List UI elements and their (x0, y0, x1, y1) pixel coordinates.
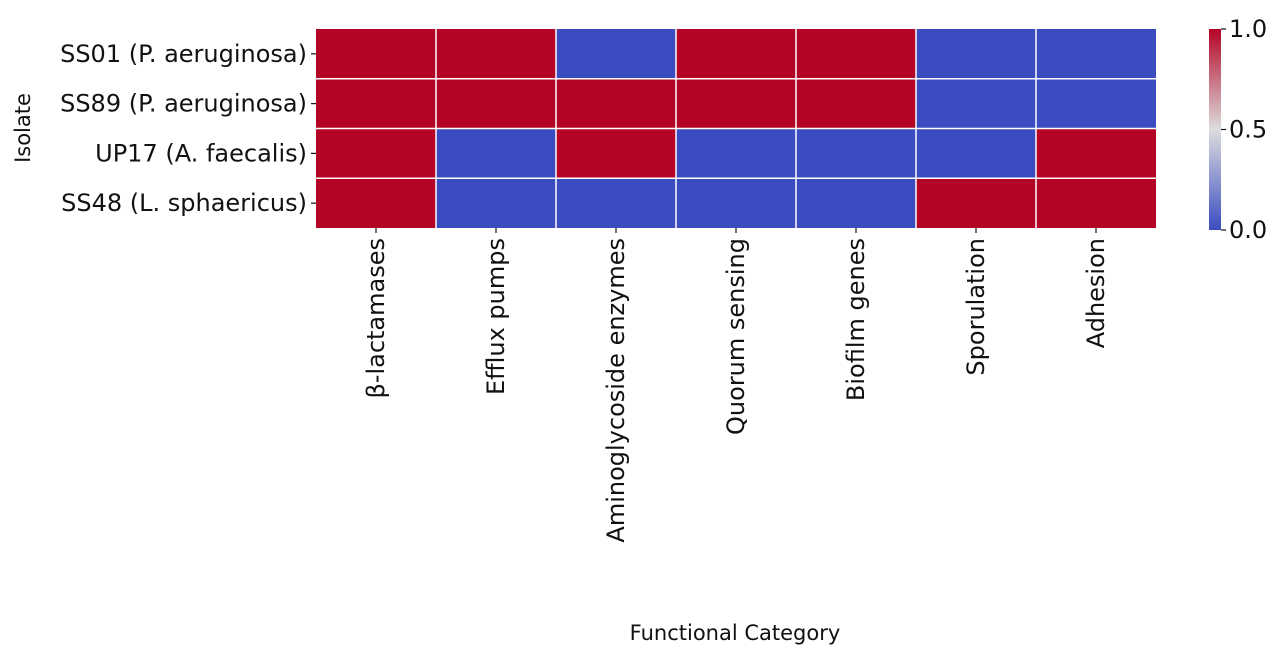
row-label: SS89 (P. aeruginosa) (60, 90, 307, 118)
row-label: SS48 (L. sphaericus) (61, 189, 307, 217)
heatmap-cell (556, 128, 676, 179)
heatmap-cell (316, 178, 436, 228)
heatmap-cell (556, 78, 676, 129)
heatmap-cell (316, 128, 436, 179)
colorbar (1209, 29, 1221, 230)
heatmap-cell (1036, 78, 1156, 129)
heatmap-cell (316, 78, 436, 129)
heatmap-cell (916, 128, 1036, 179)
heatmap-cell (436, 78, 556, 129)
column-label: Sporulation (962, 238, 990, 376)
column-labels: β-lactamases Efflux pumps Aminoglycoside e… (362, 228, 1110, 543)
heatmap-cells (316, 29, 1156, 228)
column-label: Efflux pumps (482, 238, 510, 395)
heatmap-gridlines (316, 29, 1156, 228)
heatmap-cell (796, 128, 916, 179)
row-label: SS01 (P. aeruginosa) (60, 40, 307, 68)
heatmap-cell (316, 29, 436, 79)
heatmap-cell (436, 128, 556, 179)
column-label: Biofilm genes (842, 238, 870, 401)
colorbar-tick-label: 0.0 (1229, 216, 1267, 244)
heatmap-cell (796, 78, 916, 129)
row-label: UP17 (A. faecalis) (95, 139, 307, 167)
heatmap-cell (556, 178, 676, 228)
row-labels: SS01 (P. aeruginosa) SS89 (P. aeruginosa)… (60, 40, 316, 217)
heatmap-cell (676, 178, 796, 228)
heatmap-cell (436, 29, 556, 79)
colorbar-tick-label: 0.5 (1229, 116, 1267, 144)
x-axis-title: Functional Category (630, 621, 841, 645)
heatmap-cell (676, 128, 796, 179)
column-label: Adhesion (1082, 238, 1110, 348)
heatmap-cell (796, 178, 916, 228)
heatmap-cell (436, 178, 556, 228)
colorbar-ticks: 0.0 0.5 1.0 (1221, 15, 1267, 244)
heatmap-cell (1036, 29, 1156, 79)
heatmap-cell (1036, 128, 1156, 179)
colorbar-tick-label: 1.0 (1229, 15, 1267, 43)
heatmap-cell (556, 29, 676, 79)
heatmap-cell (916, 178, 1036, 228)
heatmap-cell (796, 29, 916, 79)
heatmap-cell (1036, 178, 1156, 228)
y-axis-title: Isolate (11, 93, 35, 163)
heatmap-cell (916, 29, 1036, 79)
heatmap-cell (676, 29, 796, 79)
heatmap-cell (676, 78, 796, 129)
column-label: β-lactamases (362, 238, 390, 399)
column-label: Aminoglycoside enzymes (602, 238, 630, 543)
column-label: Quorum sensing (722, 238, 750, 435)
heatmap-cell (916, 78, 1036, 129)
